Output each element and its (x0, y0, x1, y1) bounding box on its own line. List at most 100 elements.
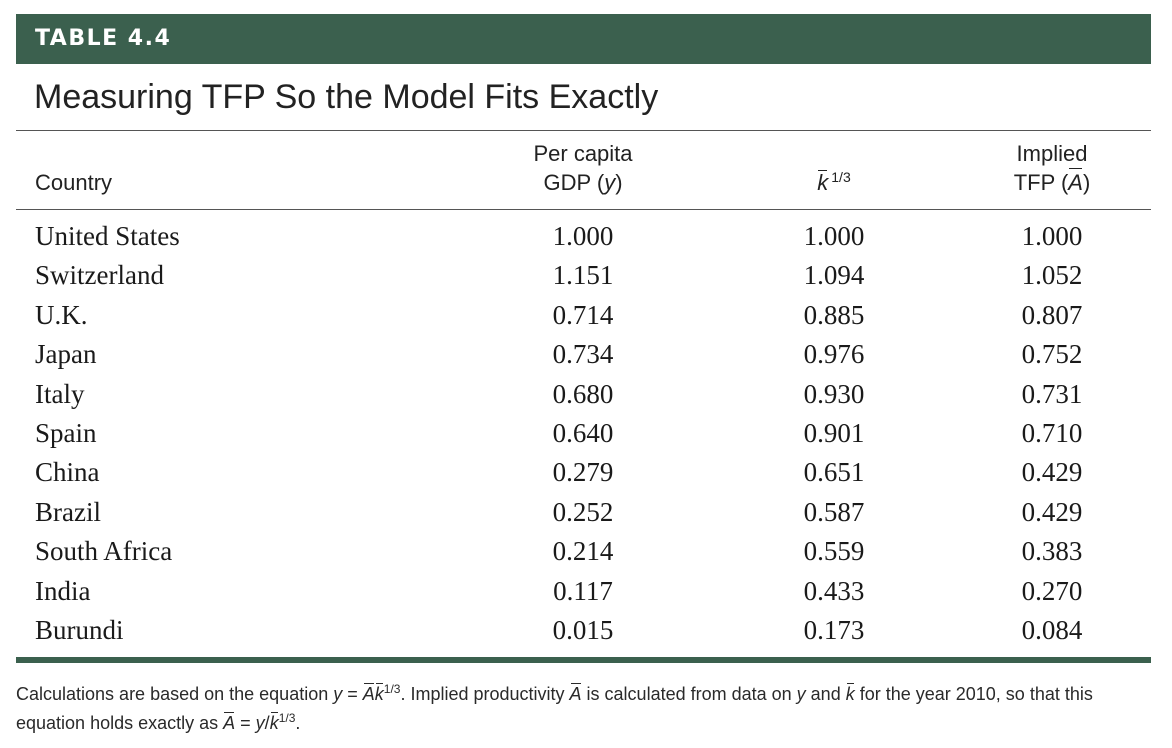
footnote-eq2-k: k (269, 712, 279, 733)
cell-gdp: 0.252 (552, 496, 614, 527)
cell-k: 0.976 (803, 339, 865, 370)
cell-tfp: 0.752 (1021, 339, 1083, 370)
table-row: Brazil 0.252 0.587 0.429 (16, 493, 1151, 532)
cell-gdp: 0.279 (552, 457, 614, 488)
cell-k: 0.930 (803, 378, 865, 409)
cell-tfp: 0.270 (1021, 575, 1083, 606)
header-gdp-var: y (604, 170, 616, 195)
cell-k: 0.433 (803, 575, 865, 606)
top-rule (16, 130, 1151, 131)
header-gdp-line1: Per capita (533, 141, 633, 166)
header-gdp-line2: GDP (y) (449, 168, 717, 197)
cell-k: 0.651 (803, 457, 865, 488)
cell-gdp: 0.117 (553, 575, 613, 606)
table-figure: TABLE 4.4 Measuring TFP So the Model Fit… (16, 14, 1151, 735)
cell-k: 1.000 (803, 221, 865, 251)
header-gdp: Per capita GDP (y) (449, 139, 717, 197)
table-row: United States 1.000 1.000 1.000 (16, 217, 1151, 256)
table-label: TABLE 4.4 (16, 14, 1151, 64)
footnote-k: k (845, 683, 855, 704)
cell-tfp: 0.731 (1021, 378, 1083, 409)
footnote-text: and (805, 684, 846, 704)
cell-k: 0.901 (803, 417, 865, 448)
footnote-eq2-equals: = (235, 713, 256, 733)
cell-k: 1.094 (803, 260, 865, 291)
table-row: India 0.117 0.433 0.270 (16, 572, 1151, 611)
cell-gdp: 1.151 (552, 260, 614, 291)
cell-tfp: 0.429 (1021, 496, 1083, 527)
header-gdp-suffix: ) (615, 170, 623, 195)
cell-gdp: 0.214 (552, 536, 614, 567)
footnote-text: . Implied productivity (400, 684, 570, 704)
table-row: U.K. 0.714 0.885 0.807 (16, 296, 1151, 335)
footnote-text: Calculations are based on the equation (16, 684, 334, 704)
table-row: Switzerland 1.151 1.094 1.052 (16, 256, 1151, 295)
table-footnote: Calculations are based on the equation y… (16, 677, 1151, 735)
table-header: Country Per capita GDP (y) k 1/3 Implied … (16, 131, 1151, 209)
cell-k: 0.173 (803, 614, 865, 645)
cell-k: 0.587 (803, 496, 865, 527)
cell-gdp: 0.680 (552, 378, 614, 409)
header-tfp: Implied TFP (A) (952, 139, 1152, 197)
table-row: China 0.279 0.651 0.429 (16, 453, 1151, 492)
header-tfp-suffix: ) (1082, 170, 1091, 195)
header-k-exponent: 1/3 (831, 169, 851, 185)
cell-gdp: 0.015 (552, 614, 614, 645)
table-row: South Africa 0.214 0.559 0.383 (16, 532, 1151, 571)
footnote-eq-equals: = (342, 684, 363, 704)
cell-country: United States (35, 221, 180, 251)
table-row: Italy 0.680 0.930 0.731 (16, 375, 1151, 414)
cell-tfp: 0.383 (1021, 536, 1083, 567)
footnote-eq-k: k (374, 683, 384, 704)
cell-country: Switzerland (35, 260, 164, 291)
footnote-text: for the year 2010, so that this equation… (16, 684, 1093, 733)
footnote-eq2-slash: / (264, 713, 270, 733)
footnote-text: . (295, 713, 301, 733)
cell-tfp: 0.084 (1021, 614, 1083, 645)
cell-country: Italy (35, 378, 85, 409)
bottom-rule (16, 657, 1151, 663)
cell-k: 0.559 (803, 536, 865, 567)
footnote-eq2-y: y (255, 713, 265, 733)
footnote-text: is calculated from data on (581, 684, 797, 704)
cell-tfp: 0.710 (1021, 417, 1083, 448)
cell-gdp: 0.734 (552, 339, 614, 370)
cell-tfp: 1.000 (1021, 221, 1083, 251)
footnote-eq-exponent: 1/3 (383, 682, 401, 696)
header-tfp-prefix: TFP ( (1013, 170, 1069, 195)
table-row: Burundi 0.015 0.173 0.084 (16, 611, 1151, 650)
table-body: United States 1.000 1.000 1.000 Switzerland… (16, 210, 1151, 657)
footnote-y: y (796, 684, 806, 704)
header-country: Country (35, 170, 113, 195)
footnote-eq2-exponent: 1/3 (278, 711, 296, 725)
cell-country: U.K. (35, 299, 88, 330)
cell-k: 0.885 (803, 299, 865, 330)
table-title: Measuring TFP So the Model Fits Exactly (34, 78, 659, 116)
cell-tfp: 1.052 (1021, 260, 1083, 291)
footnote-a: A (569, 683, 582, 704)
cell-country: Spain (35, 417, 97, 448)
cell-country: China (35, 457, 100, 488)
cell-country: South Africa (35, 536, 173, 567)
table-row: Spain 0.640 0.901 0.710 (16, 414, 1151, 453)
cell-country: Burundi (35, 614, 124, 645)
header-tfp-var: A (1068, 168, 1083, 195)
header-rule (16, 209, 1151, 210)
cell-country: India (35, 575, 91, 606)
header-k-var: k (817, 170, 829, 195)
cell-gdp: 0.640 (552, 417, 614, 448)
header-k: k 1/3 (720, 163, 948, 197)
footnote-eq-y: y (333, 684, 343, 704)
cell-tfp: 0.429 (1021, 457, 1083, 488)
footnote-eq-a: A (362, 683, 375, 704)
header-gdp-prefix: GDP ( (543, 170, 605, 195)
table-row: Japan 0.734 0.976 0.752 (16, 335, 1151, 374)
cell-gdp: 1.000 (552, 221, 614, 251)
cell-tfp: 0.807 (1021, 299, 1083, 330)
footnote-eq2-a: A (223, 712, 236, 733)
cell-gdp: 0.714 (552, 299, 614, 330)
header-tfp-line1: Implied (1016, 141, 1088, 166)
header-tfp-line2: TFP (A) (952, 168, 1152, 197)
cell-country: Japan (35, 339, 97, 370)
cell-country: Brazil (35, 496, 101, 527)
